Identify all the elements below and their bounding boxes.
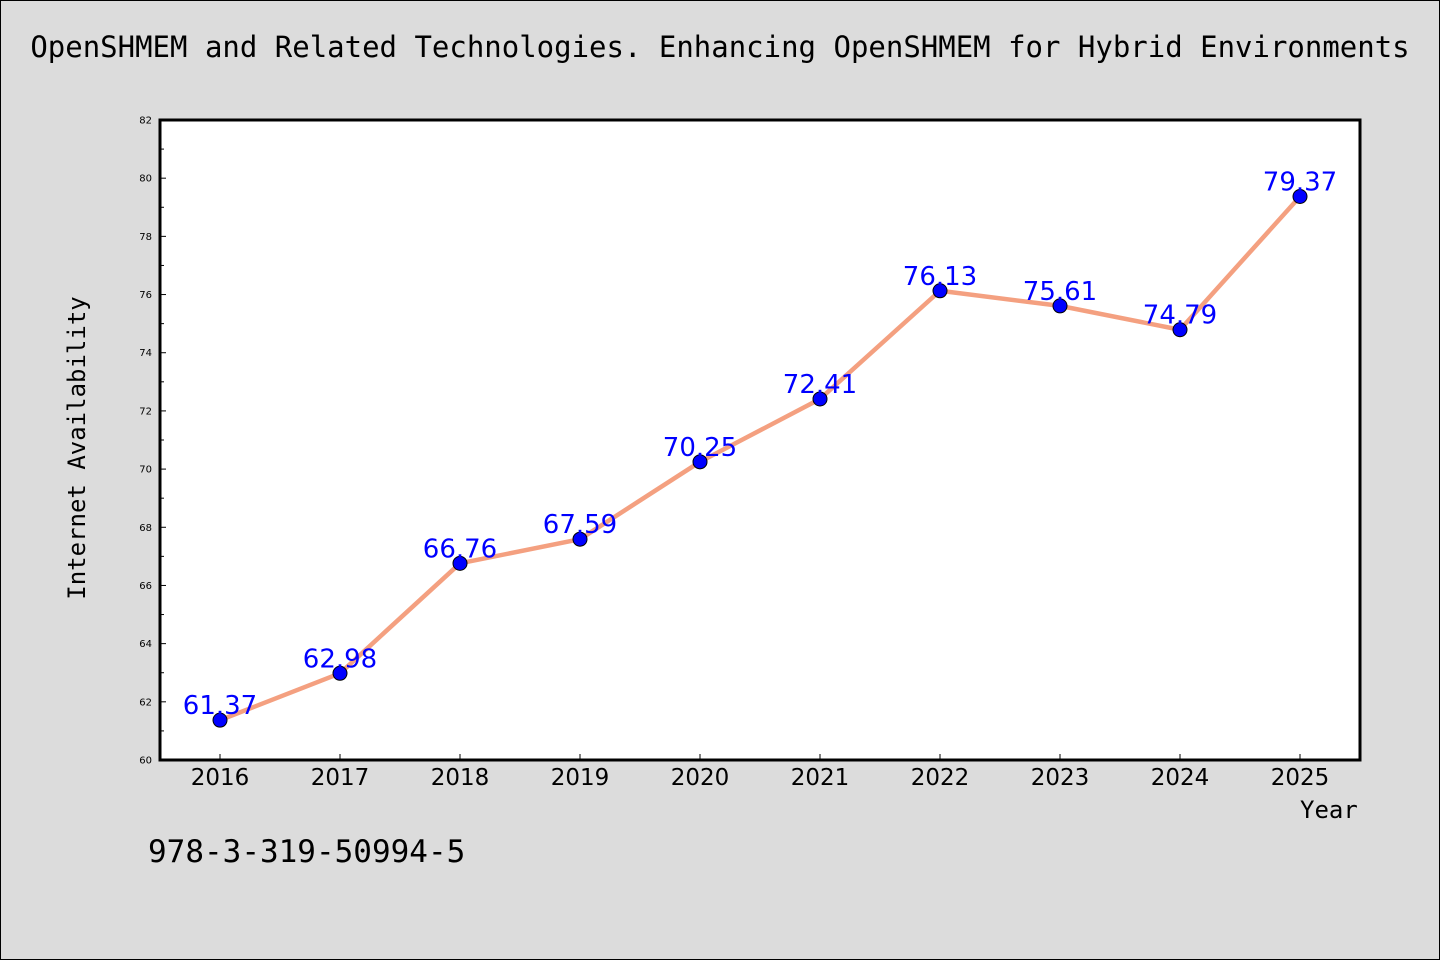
- x-tick-label: 2016: [191, 765, 250, 791]
- y-tick-label: 80: [139, 174, 152, 185]
- x-tick-label: 2021: [791, 765, 850, 791]
- x-axis-ticks: 2016 2017 2018 2019 2020 2021 2022 2023 2024 2025: [191, 754, 1330, 791]
- data-point: [1292, 189, 1308, 205]
- x-tick-label: 2017: [311, 765, 370, 791]
- x-tick-label: 2023: [1031, 765, 1090, 791]
- series-markers: [212, 189, 1308, 728]
- data-point: [212, 712, 228, 728]
- data-point: [572, 531, 588, 547]
- data-label: 79.37: [1263, 168, 1337, 198]
- data-point: [1172, 322, 1188, 338]
- data-label: 74.79: [1143, 301, 1217, 331]
- data-point: [932, 283, 948, 299]
- data-point: [692, 454, 708, 470]
- y-tick-label: 82: [139, 116, 152, 127]
- data-label: 76.13: [903, 262, 977, 292]
- data-label: 75.61: [1023, 277, 1097, 307]
- data-label: 67.59: [543, 510, 617, 540]
- data-point: [332, 665, 348, 681]
- x-tick-label: 2022: [911, 765, 970, 791]
- y-tick-label: 60: [139, 756, 152, 767]
- x-tick-label: 2024: [1151, 765, 1210, 791]
- x-tick-label: 2020: [671, 765, 730, 791]
- x-axis-label: Year: [1300, 796, 1358, 824]
- y-tick-label: 70: [139, 465, 152, 476]
- x-tick-label: 2018: [431, 765, 490, 791]
- data-label: 66.76: [423, 534, 497, 564]
- data-label: 61.37: [183, 691, 257, 721]
- x-tick-label: 2025: [1271, 765, 1330, 791]
- data-label: 72.41: [783, 370, 857, 400]
- chart-title: OpenSHMEM and Related Technologies. Enha…: [30, 30, 1410, 64]
- isbn-text: 978-3-319-50994-5: [148, 834, 466, 870]
- series-line: [217, 194, 1303, 723]
- data-point: [1052, 298, 1068, 314]
- y-tick-label: 72: [139, 406, 152, 417]
- data-label: 62.98: [303, 644, 377, 674]
- y-tick-label: 64: [139, 639, 152, 650]
- plot-border: [158, 118, 1362, 762]
- y-tick-label: 76: [139, 290, 152, 301]
- y-tick-label: 78: [139, 232, 152, 243]
- y-tick-label: 74: [139, 348, 152, 359]
- data-label: 70.25: [663, 433, 737, 463]
- data-point: [452, 555, 468, 571]
- y-tick-label: 66: [139, 581, 152, 592]
- data-labels: 61.37 62.98 66.76 67.59 70.25 72.41 76.13 75.61…: [183, 168, 1337, 722]
- y-tick-label: 62: [139, 697, 152, 708]
- data-point: [812, 391, 828, 407]
- x-tick-label: 2019: [551, 765, 610, 791]
- y-tick-label: 68: [139, 523, 152, 534]
